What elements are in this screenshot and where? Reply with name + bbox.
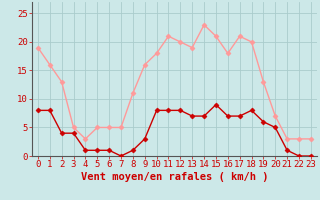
X-axis label: Vent moyen/en rafales ( km/h ): Vent moyen/en rafales ( km/h ) bbox=[81, 172, 268, 182]
